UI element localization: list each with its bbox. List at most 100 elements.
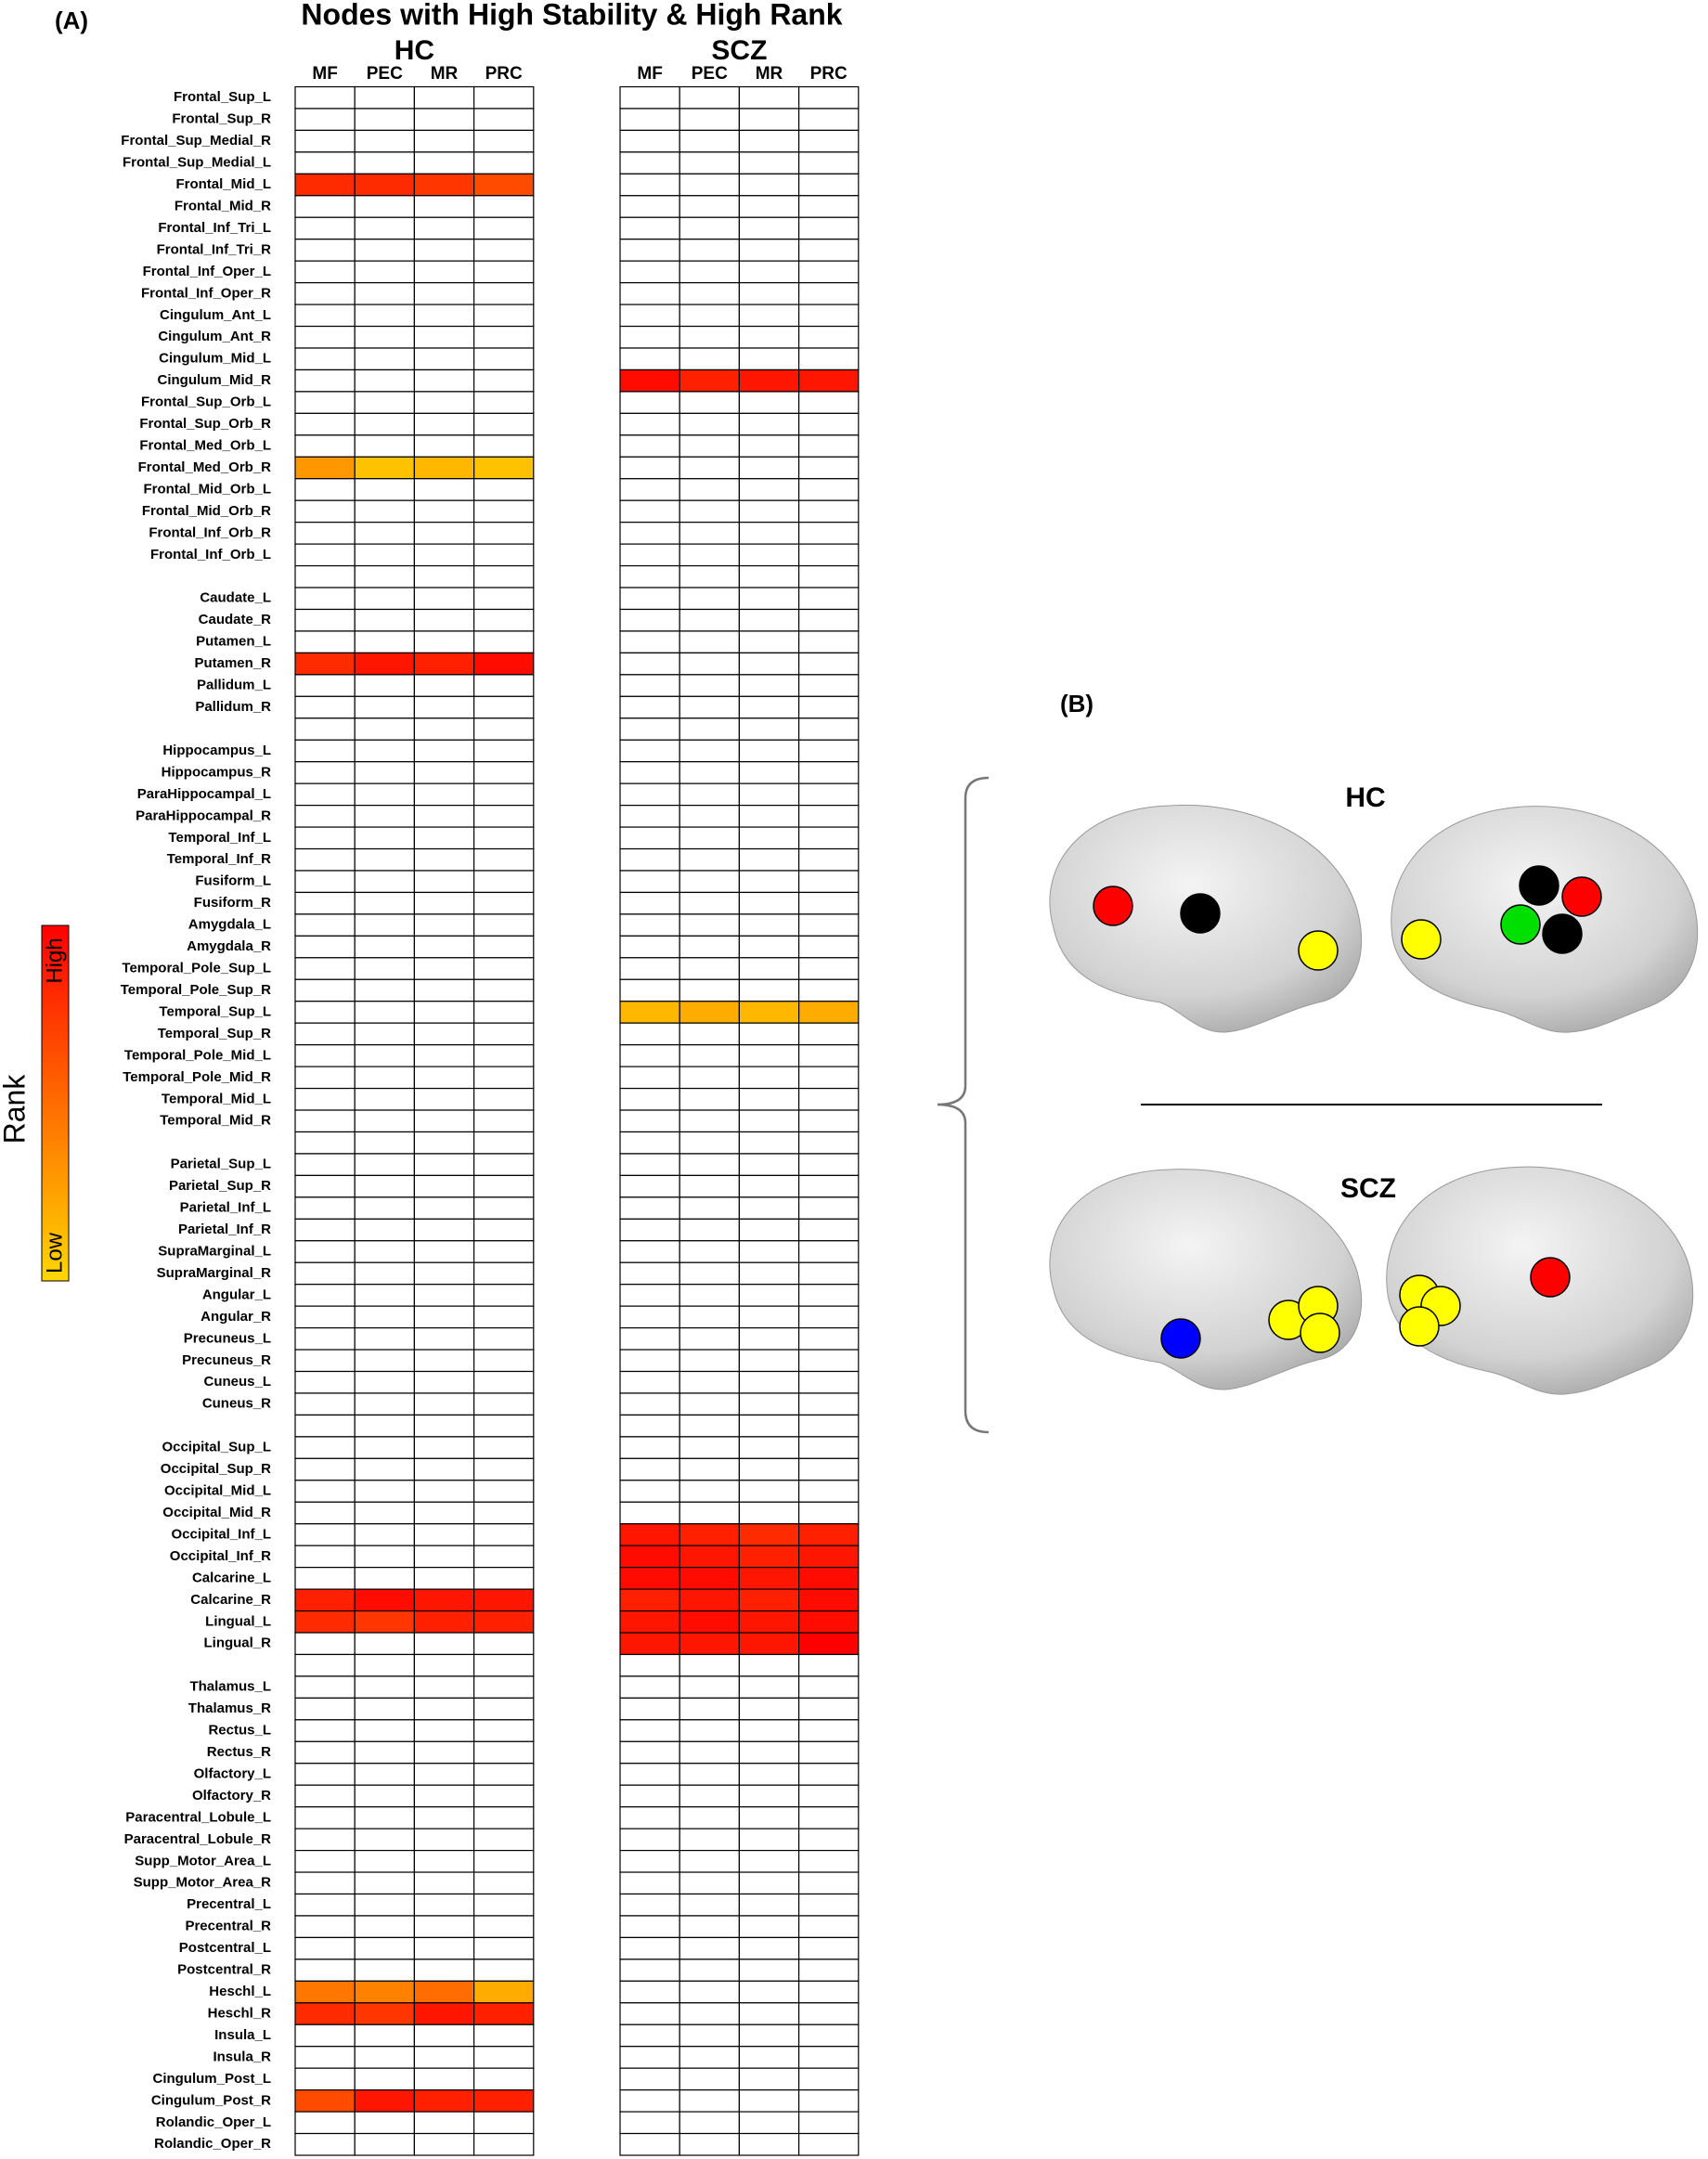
- empty-cell: [797, 978, 860, 1002]
- empty-cell: [619, 1915, 680, 1939]
- heatmap-cell: [619, 1567, 680, 1590]
- empty-cell: [619, 543, 680, 567]
- empty-cell: [679, 608, 741, 632]
- empty-cell: [738, 1871, 800, 1895]
- empty-cell: [354, 1653, 416, 1677]
- empty-cell: [797, 239, 860, 262]
- empty-cell: [679, 282, 741, 305]
- row-label: Pallidum_L: [197, 678, 271, 693]
- empty-cell: [797, 608, 860, 632]
- empty-cell: [473, 1109, 535, 1133]
- empty-cell: [413, 2132, 475, 2156]
- empty-cell: [354, 499, 416, 524]
- empty-cell: [413, 543, 475, 567]
- empty-cell: [619, 805, 680, 828]
- row-label: Pallidum_R: [195, 699, 271, 715]
- empty-cell: [354, 1044, 416, 1067]
- empty-cell: [797, 1915, 860, 1939]
- row-label: Calcarine_L: [192, 1570, 271, 1585]
- empty-cell: [797, 1740, 860, 1765]
- column-label: PEC: [367, 64, 403, 84]
- empty-cell: [679, 478, 741, 501]
- empty-cell: [679, 695, 741, 719]
- empty-cell: [413, 1501, 475, 1525]
- empty-cell: [619, 1392, 680, 1416]
- row-label: Cingulum_Mid_L: [159, 351, 271, 367]
- empty-cell: [797, 1480, 860, 1503]
- empty-cell: [413, 325, 475, 349]
- empty-cell: [619, 1436, 680, 1459]
- empty-cell: [473, 195, 535, 218]
- empty-cell: [738, 282, 800, 305]
- empty-cell: [294, 1326, 356, 1351]
- empty-cell: [473, 1087, 535, 1111]
- empty-cell: [619, 347, 680, 371]
- node: [1500, 904, 1541, 945]
- empty-cell: [413, 1936, 475, 1960]
- empty-cell: [679, 1849, 741, 1873]
- empty-cell: [294, 782, 356, 807]
- empty-cell: [738, 1980, 800, 2004]
- empty-cell: [294, 1936, 356, 1960]
- empty-cell: [413, 587, 475, 611]
- row-label: Fusiform_R: [194, 895, 272, 911]
- node: [1180, 893, 1221, 934]
- empty-cell: [354, 1436, 416, 1459]
- empty-cell: [413, 2046, 475, 2069]
- empty-cell: [738, 913, 800, 937]
- empty-cell: [473, 1784, 535, 1808]
- node: [1519, 865, 1559, 906]
- empty-cell: [354, 239, 416, 262]
- empty-cell: [413, 1959, 475, 1982]
- row-label: Frontal_Sup_Medial_R: [121, 133, 271, 149]
- empty-cell: [413, 630, 475, 654]
- empty-cell: [738, 1480, 800, 1503]
- empty-cell: [354, 695, 416, 719]
- row-label: Cingulum_Post_R: [151, 2092, 271, 2108]
- empty-cell: [679, 1980, 741, 2004]
- row-label: Insula_L: [214, 2027, 271, 2043]
- empty-cell: [354, 282, 416, 305]
- empty-cell: [473, 935, 535, 959]
- empty-cell: [413, 1370, 475, 1394]
- empty-cell: [413, 1784, 475, 1808]
- empty-cell: [797, 1959, 860, 1982]
- empty-cell: [413, 1457, 475, 1481]
- empty-cell: [413, 391, 475, 414]
- empty-cell: [679, 739, 741, 763]
- empty-cell: [679, 1218, 741, 1242]
- empty-cell: [797, 564, 860, 588]
- empty-cell: [797, 870, 860, 894]
- empty-cell: [473, 695, 535, 719]
- empty-cell: [738, 891, 800, 915]
- empty-cell: [473, 608, 535, 632]
- empty-cell: [413, 108, 475, 132]
- empty-cell: [354, 325, 416, 349]
- empty-cell: [354, 1392, 416, 1416]
- empty-cell: [679, 891, 741, 915]
- empty-cell: [473, 1044, 535, 1067]
- empty-cell: [473, 1370, 535, 1394]
- empty-cell: [473, 1763, 535, 1786]
- heatmap-cell: [797, 1523, 860, 1546]
- brace: [937, 776, 990, 1434]
- empty-cell: [797, 1763, 860, 1786]
- empty-cell: [797, 151, 860, 175]
- heatmap-cell: [294, 2089, 356, 2113]
- empty-cell: [738, 85, 800, 110]
- empty-cell: [473, 239, 535, 262]
- empty-cell: [619, 1109, 680, 1133]
- row-label: Frontal_Med_Orb_L: [139, 438, 271, 454]
- empty-cell: [473, 1131, 535, 1155]
- heatmap-cell: [413, 1588, 475, 1612]
- row-label: Precentral_L: [187, 1896, 271, 1912]
- empty-cell: [797, 2089, 860, 2113]
- empty-cell: [413, 1740, 475, 1765]
- empty-cell: [473, 1392, 535, 1416]
- empty-cell: [294, 1915, 356, 1939]
- heatmap-cell: [354, 652, 416, 676]
- empty-cell: [679, 173, 741, 197]
- heatmap-cell: [294, 456, 356, 480]
- empty-cell: [354, 1284, 416, 1307]
- empty-cell: [354, 1763, 416, 1786]
